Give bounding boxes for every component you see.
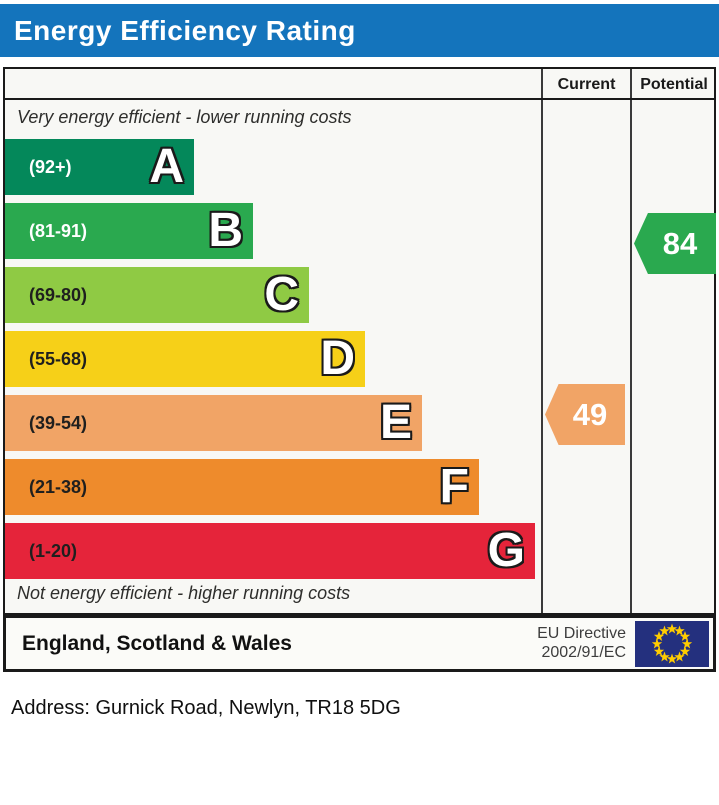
current-column-divider — [541, 69, 543, 613]
band-row-g: (1-20) G — [5, 523, 535, 579]
top-note: Very energy efficient - lower running co… — [17, 107, 352, 127]
chart-header-row — [5, 69, 714, 100]
eu-directive-line1: EU Directive — [537, 624, 626, 642]
band-range-label: (92+) — [29, 156, 72, 177]
band-letter: A — [149, 140, 184, 193]
band-row-f: (21-38) F — [5, 459, 479, 515]
band-letter: C — [264, 268, 299, 321]
rating-chart: Current Potential Very energy efficient … — [3, 67, 716, 615]
band-letter: D — [320, 332, 355, 385]
eu-flag-icon — [635, 620, 709, 667]
band-row-b: (81-91) B — [5, 203, 253, 259]
current-rating-value: 49 — [572, 396, 608, 432]
band-row-a: (92+) A — [5, 139, 194, 195]
potential-rating-value: 84 — [662, 225, 698, 261]
band-range-label: (21-38) — [29, 476, 88, 497]
footer-bar: England, Scotland & Wales EU Directive 2… — [3, 615, 716, 672]
region-label: England, Scotland & Wales — [22, 631, 292, 655]
band-range-label: (39-54) — [29, 412, 88, 433]
potential-rating-arrow: 84 — [634, 213, 716, 274]
title-bar: Energy Efficiency Rating — [0, 4, 719, 57]
current-rating-arrow: 49 — [545, 384, 625, 445]
band-letter: E — [379, 396, 412, 449]
eu-directive-label: EU Directive 2002/91/EC — [537, 625, 626, 663]
address-line: Address: Gurnick Road, Newlyn, TR18 5DG — [11, 697, 401, 719]
band-letter: G — [487, 524, 525, 577]
band-range-label: (55-68) — [29, 348, 88, 369]
page-title: Energy Efficiency Rating — [14, 14, 356, 46]
band-row-e: (39-54) E — [5, 395, 422, 451]
potential-column-header: Potential — [640, 76, 708, 93]
potential-column-divider — [630, 69, 632, 613]
current-column-header: Current — [557, 76, 616, 93]
band-row-c: (69-80) C — [5, 267, 309, 323]
band-row-d: (55-68) D — [5, 331, 365, 387]
eu-directive-line2: 2002/91/EC — [541, 643, 626, 661]
band-range-label: (81-91) — [29, 220, 88, 241]
bottom-note: Not energy efficient - higher running co… — [17, 583, 351, 603]
band-letter: B — [208, 204, 243, 257]
band-range-label: (69-80) — [29, 284, 88, 305]
band-range-label: (1-20) — [29, 540, 78, 561]
band-letter: F — [439, 460, 469, 513]
